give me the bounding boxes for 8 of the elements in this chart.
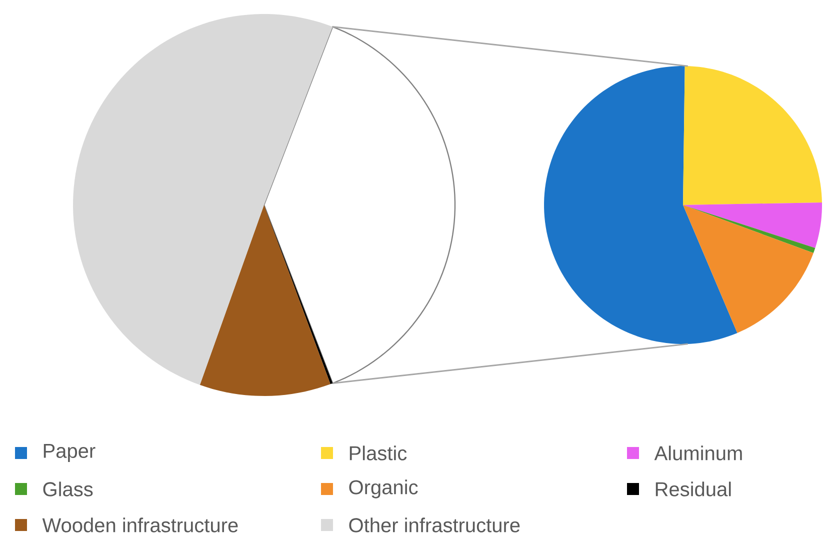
legend-label: Aluminum (654, 446, 742, 460)
legend-label: Paper (44, 444, 96, 462)
legend-label: Plastic (350, 446, 407, 460)
legend-label: Glass (43, 482, 93, 496)
legend-label: Wooden infrastructure (42, 518, 238, 532)
legend-label: Organic (349, 480, 418, 498)
legend-label: Residual (656, 482, 731, 496)
legend-label: Other infrastructure (349, 518, 520, 532)
